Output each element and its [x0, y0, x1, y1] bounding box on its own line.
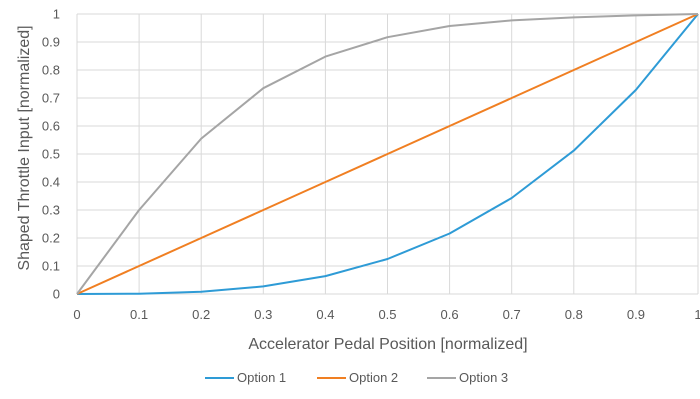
x-tick-label: 0.7: [503, 307, 521, 322]
x-tick-label: 0.4: [316, 307, 334, 322]
legend: Option 1 Option 2 Option 3: [205, 370, 508, 385]
y-tick-label: 0.7: [42, 91, 60, 106]
legend-label-3: Option 3: [459, 370, 508, 385]
y-axis-title: Shaped Throttle Input [normalized]: [16, 25, 33, 270]
y-tick-label: 0.1: [42, 259, 60, 274]
x-tick-label: 0.6: [441, 307, 459, 322]
x-axis-ticks: 0 0.1 0.2 0.3 0.4 0.5 0.6 0.7 0.8 0.9 1: [73, 307, 700, 322]
x-tick-label: 1: [694, 307, 700, 322]
x-tick-label: 0.2: [192, 307, 210, 322]
y-tick-label: 0.8: [42, 63, 60, 78]
x-axis-title: Accelerator Pedal Position [normalized]: [248, 336, 527, 353]
y-tick-label: 1: [53, 7, 60, 22]
series-line-1: [76, 13, 699, 295]
y-tick-label: 0.9: [42, 35, 60, 50]
x-tick-label: 0: [73, 307, 80, 322]
x-tick-label: 0.1: [130, 307, 148, 322]
x-tick-label: 0.5: [378, 307, 396, 322]
legend-label-1: Option 1: [237, 370, 286, 385]
y-tick-label: 0: [53, 287, 60, 302]
series-line-2: [76, 13, 699, 295]
x-tick-label: 0.9: [627, 307, 645, 322]
series-line-3: [76, 13, 699, 295]
y-tick-label: 0.4: [42, 175, 60, 190]
legend-label-2: Option 2: [349, 370, 398, 385]
y-tick-label: 0.2: [42, 231, 60, 246]
x-tick-label: 0.8: [565, 307, 583, 322]
y-tick-label: 0.5: [42, 147, 60, 162]
y-tick-label: 0.6: [42, 119, 60, 134]
y-tick-label: 0.3: [42, 203, 60, 218]
x-tick-label: 0.3: [254, 307, 272, 322]
series-lines: [76, 13, 699, 295]
y-axis-ticks: 0 0.1 0.2 0.3 0.4 0.5 0.6 0.7 0.8 0.9 1: [42, 7, 60, 302]
